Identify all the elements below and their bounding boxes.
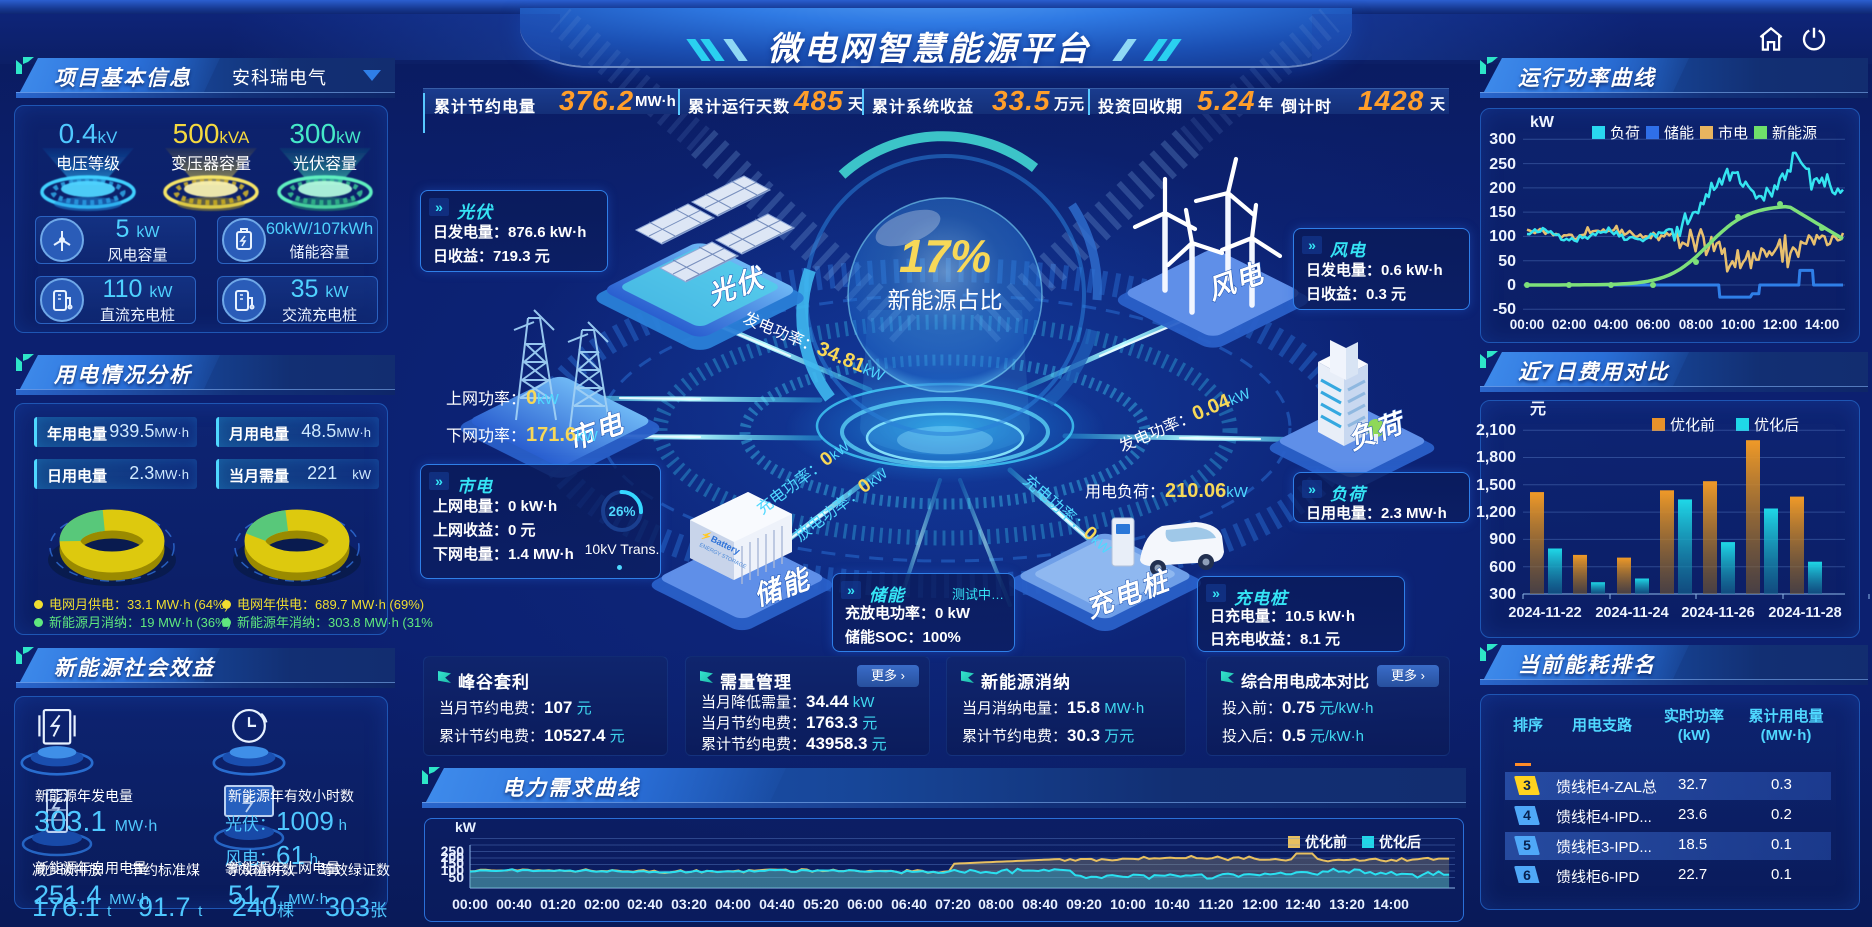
svg-text:300: 300 [1489,586,1516,603]
svg-text:08:00: 08:00 [978,896,1014,912]
svg-text:10:00: 10:00 [1110,896,1146,912]
svg-text:12:40: 12:40 [1285,896,1321,912]
svg-text:10:40: 10:40 [1154,896,1190,912]
svg-text:市电: 市电 [564,408,629,456]
svg-text:200: 200 [441,849,465,865]
svg-text:元: 元 [1530,401,1546,418]
svg-text:优化后: 优化后 [1379,834,1421,850]
svg-text:09:20: 09:20 [1066,896,1102,912]
svg-text:50: 50 [1498,253,1516,270]
svg-text:14:00: 14:00 [1805,317,1840,332]
svg-text:200: 200 [1489,180,1516,197]
svg-text:04:00: 04:00 [1594,317,1629,332]
svg-text:04:40: 04:40 [759,896,795,912]
svg-text:04:00: 04:00 [715,896,751,912]
svg-text:储能: 储能 [1664,125,1694,142]
svg-text:kW: kW [1530,114,1555,131]
svg-text:市电: 市电 [1718,125,1748,142]
svg-text:05:20: 05:20 [803,896,839,912]
svg-text:00:00: 00:00 [1510,317,1545,332]
svg-text:14:00: 14:00 [1373,896,1409,912]
svg-text:上网功率：0kW: 上网功率：0kW [446,387,560,409]
svg-text:2024-11-28: 2024-11-28 [1768,605,1841,621]
svg-text:02:00: 02:00 [1552,317,1587,332]
svg-text:1,500: 1,500 [1476,477,1516,494]
svg-text:01:20: 01:20 [540,896,576,912]
svg-text:250: 250 [1489,156,1516,173]
svg-text:100: 100 [1489,228,1516,245]
svg-text:新能源占比: 新能源占比 [888,287,1003,313]
svg-text:13:20: 13:20 [1329,896,1365,912]
svg-text:11:20: 11:20 [1198,896,1233,912]
svg-text:06:40: 06:40 [891,896,927,912]
svg-text:用电负荷：210.06kW: 用电负荷：210.06kW [1085,480,1249,502]
svg-text:900: 900 [1489,531,1516,548]
svg-text:优化后: 优化后 [1754,417,1799,434]
svg-text:08:40: 08:40 [1022,896,1058,912]
svg-text:0: 0 [1507,277,1516,294]
svg-text:02:40: 02:40 [627,896,663,912]
svg-text:06:00: 06:00 [847,896,883,912]
svg-text:新能源: 新能源 [1772,125,1817,142]
svg-text:12:00: 12:00 [1763,317,1798,332]
svg-text:100: 100 [441,862,465,878]
svg-text:600: 600 [1489,559,1516,576]
svg-text:1,800: 1,800 [1476,449,1516,466]
svg-text:1,200: 1,200 [1476,504,1516,521]
svg-text:07:20: 07:20 [935,896,971,912]
svg-text:150: 150 [1489,204,1516,221]
svg-text:优化前: 优化前 [1670,417,1715,434]
svg-text:kW: kW [455,819,477,835]
svg-text:17%: 17% [899,230,991,282]
svg-text:150: 150 [441,855,465,871]
svg-text:2024-11-22: 2024-11-22 [1508,605,1581,621]
svg-text:10:00: 10:00 [1721,317,1756,332]
svg-text:26%: 26% [608,504,635,519]
svg-text:-50: -50 [1493,301,1516,318]
svg-text:2024-11-26: 2024-11-26 [1681,605,1754,621]
svg-text:优化前: 优化前 [1305,834,1347,850]
svg-text:300: 300 [1489,131,1516,148]
svg-text:2,100: 2,100 [1476,422,1516,439]
svg-text:08:00: 08:00 [1679,317,1714,332]
svg-text:250: 250 [441,843,465,859]
svg-text:12:00: 12:00 [1242,896,1278,912]
svg-text:02:00: 02:00 [584,896,620,912]
svg-text:下网功率：171.6kW: 下网功率：171.6kW [446,424,599,446]
svg-text:2024-11-24: 2024-11-24 [1595,605,1668,621]
svg-text:00:40: 00:40 [496,896,532,912]
svg-text:00:00: 00:00 [452,896,488,912]
svg-text:50: 50 [448,869,464,885]
svg-text:负荷: 负荷 [1610,125,1640,142]
svg-text:06:00: 06:00 [1636,317,1671,332]
svg-text:03:20: 03:20 [671,896,707,912]
